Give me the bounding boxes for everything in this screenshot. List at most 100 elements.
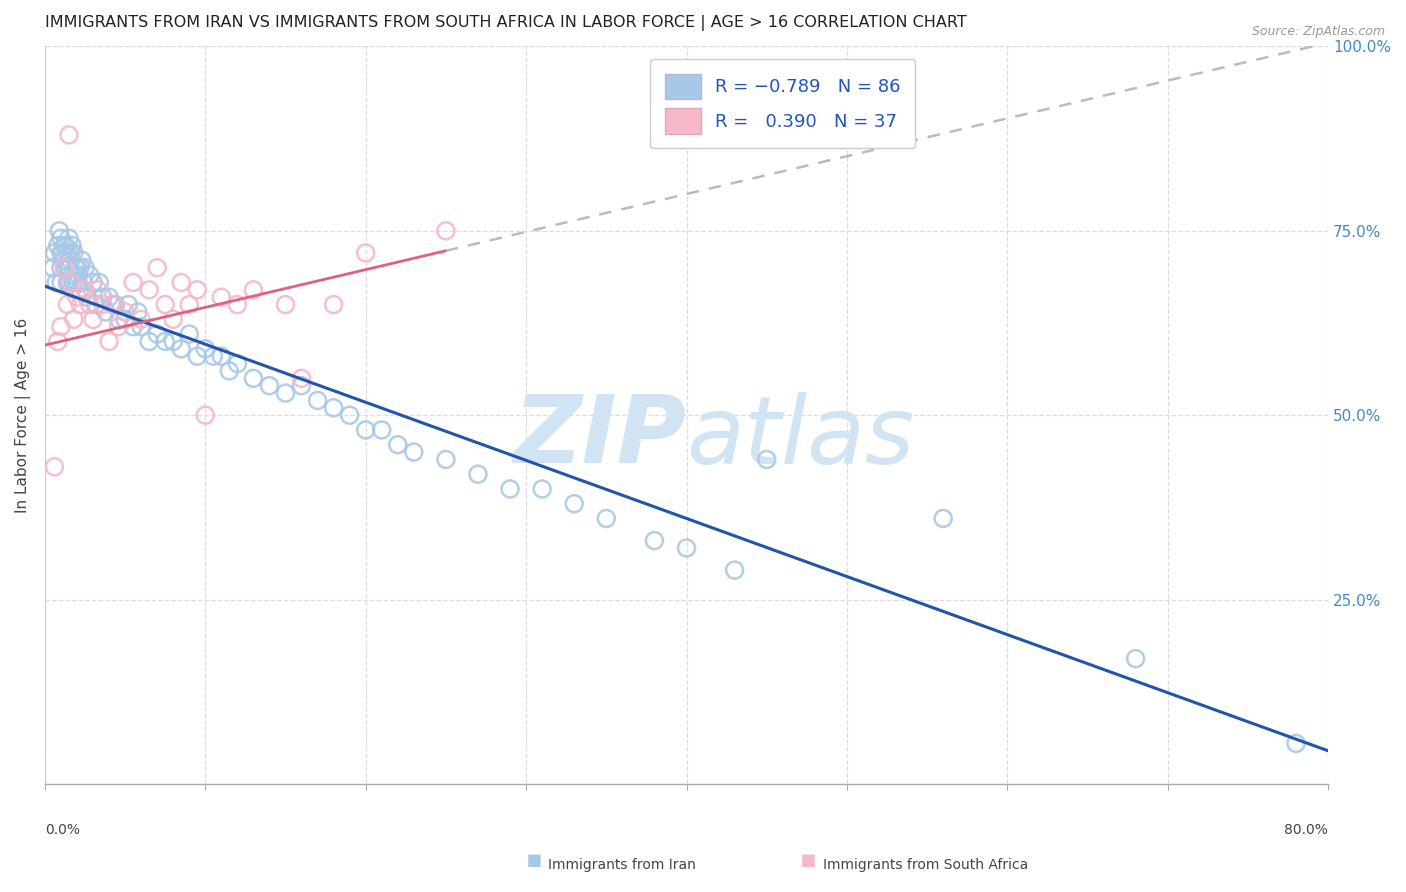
Point (69, 260, 91, 275)
Point (66, 290, 89, 304)
Text: Immigrants from South Africa: Immigrants from South Africa (823, 858, 1028, 872)
Point (45, 276, 67, 290)
Point (58, 128, 80, 142)
Point (91, 290, 114, 304)
Point (98, 290, 121, 304)
Point (53, 253, 76, 268)
Point (595, 511, 617, 525)
Point (103, 297, 125, 311)
Point (129, 312, 152, 326)
Text: atlas: atlas (686, 392, 915, 483)
Point (114, 305, 136, 319)
Point (107, 319, 129, 334)
Point (242, 283, 264, 297)
Point (146, 327, 169, 342)
Point (56, 246, 79, 260)
Point (179, 297, 201, 311)
Point (59, 246, 82, 260)
Point (290, 371, 312, 385)
Point (66, 276, 89, 290)
Point (290, 378, 312, 392)
Point (101, 297, 124, 311)
Text: Immigrants from Iran: Immigrants from Iran (548, 858, 696, 872)
Text: 80.0%: 80.0% (1284, 822, 1329, 837)
Point (60, 238, 83, 252)
Point (46, 334, 69, 349)
Point (91, 297, 114, 311)
Point (62, 246, 84, 260)
Point (274, 297, 297, 311)
Point (94, 305, 117, 319)
Point (259, 378, 281, 392)
Point (49, 246, 72, 260)
Point (122, 319, 145, 334)
Point (69, 283, 91, 297)
Point (162, 312, 184, 326)
Point (322, 401, 344, 415)
Point (371, 423, 394, 437)
Point (46, 238, 69, 252)
Point (62, 312, 84, 326)
Point (122, 276, 145, 290)
Text: ▪: ▪ (800, 848, 817, 872)
Point (354, 423, 377, 437)
Point (48, 224, 70, 238)
Point (194, 408, 217, 422)
Point (114, 312, 136, 326)
Point (402, 445, 425, 459)
Point (70, 253, 93, 268)
Point (1285, 736, 1308, 750)
Point (153, 297, 176, 311)
Point (66, 260, 89, 275)
Point (104, 297, 127, 311)
Point (242, 371, 264, 385)
Point (67, 268, 90, 282)
Point (209, 349, 232, 363)
Point (55, 238, 77, 252)
Point (194, 342, 217, 356)
Point (226, 357, 249, 371)
Point (218, 364, 240, 378)
Point (82, 312, 104, 326)
Point (69, 297, 91, 311)
Point (724, 563, 747, 577)
Point (138, 334, 160, 349)
Point (73, 260, 96, 275)
Point (755, 452, 778, 467)
Point (643, 533, 665, 548)
Point (62, 276, 84, 290)
Point (202, 349, 225, 363)
Point (49, 231, 72, 245)
Point (87, 283, 110, 297)
Point (117, 297, 139, 311)
Point (467, 467, 489, 482)
Point (44, 246, 66, 260)
Point (170, 342, 193, 356)
Point (56, 276, 79, 290)
Point (58, 231, 80, 245)
Point (562, 497, 585, 511)
Point (53, 260, 76, 275)
Point (84, 297, 107, 311)
Point (179, 327, 201, 342)
Point (354, 246, 377, 260)
Point (675, 541, 697, 555)
Point (107, 312, 129, 326)
Point (55, 260, 77, 275)
Point (49, 319, 72, 334)
Point (162, 334, 184, 349)
Text: IMMIGRANTS FROM IRAN VS IMMIGRANTS FROM SOUTH AFRICA IN LABOR FORCE | AGE > 16 C: IMMIGRANTS FROM IRAN VS IMMIGRANTS FROM … (45, 15, 967, 31)
Point (127, 305, 149, 319)
Point (59, 253, 82, 268)
Point (49, 276, 72, 290)
Point (138, 283, 160, 297)
Point (274, 386, 297, 401)
Point (58, 276, 80, 290)
Point (339, 408, 361, 422)
Point (1125, 651, 1147, 665)
Point (226, 297, 249, 311)
Text: ZIP: ZIP (513, 392, 686, 483)
Point (531, 482, 554, 496)
Point (65, 260, 87, 275)
Point (434, 452, 457, 467)
